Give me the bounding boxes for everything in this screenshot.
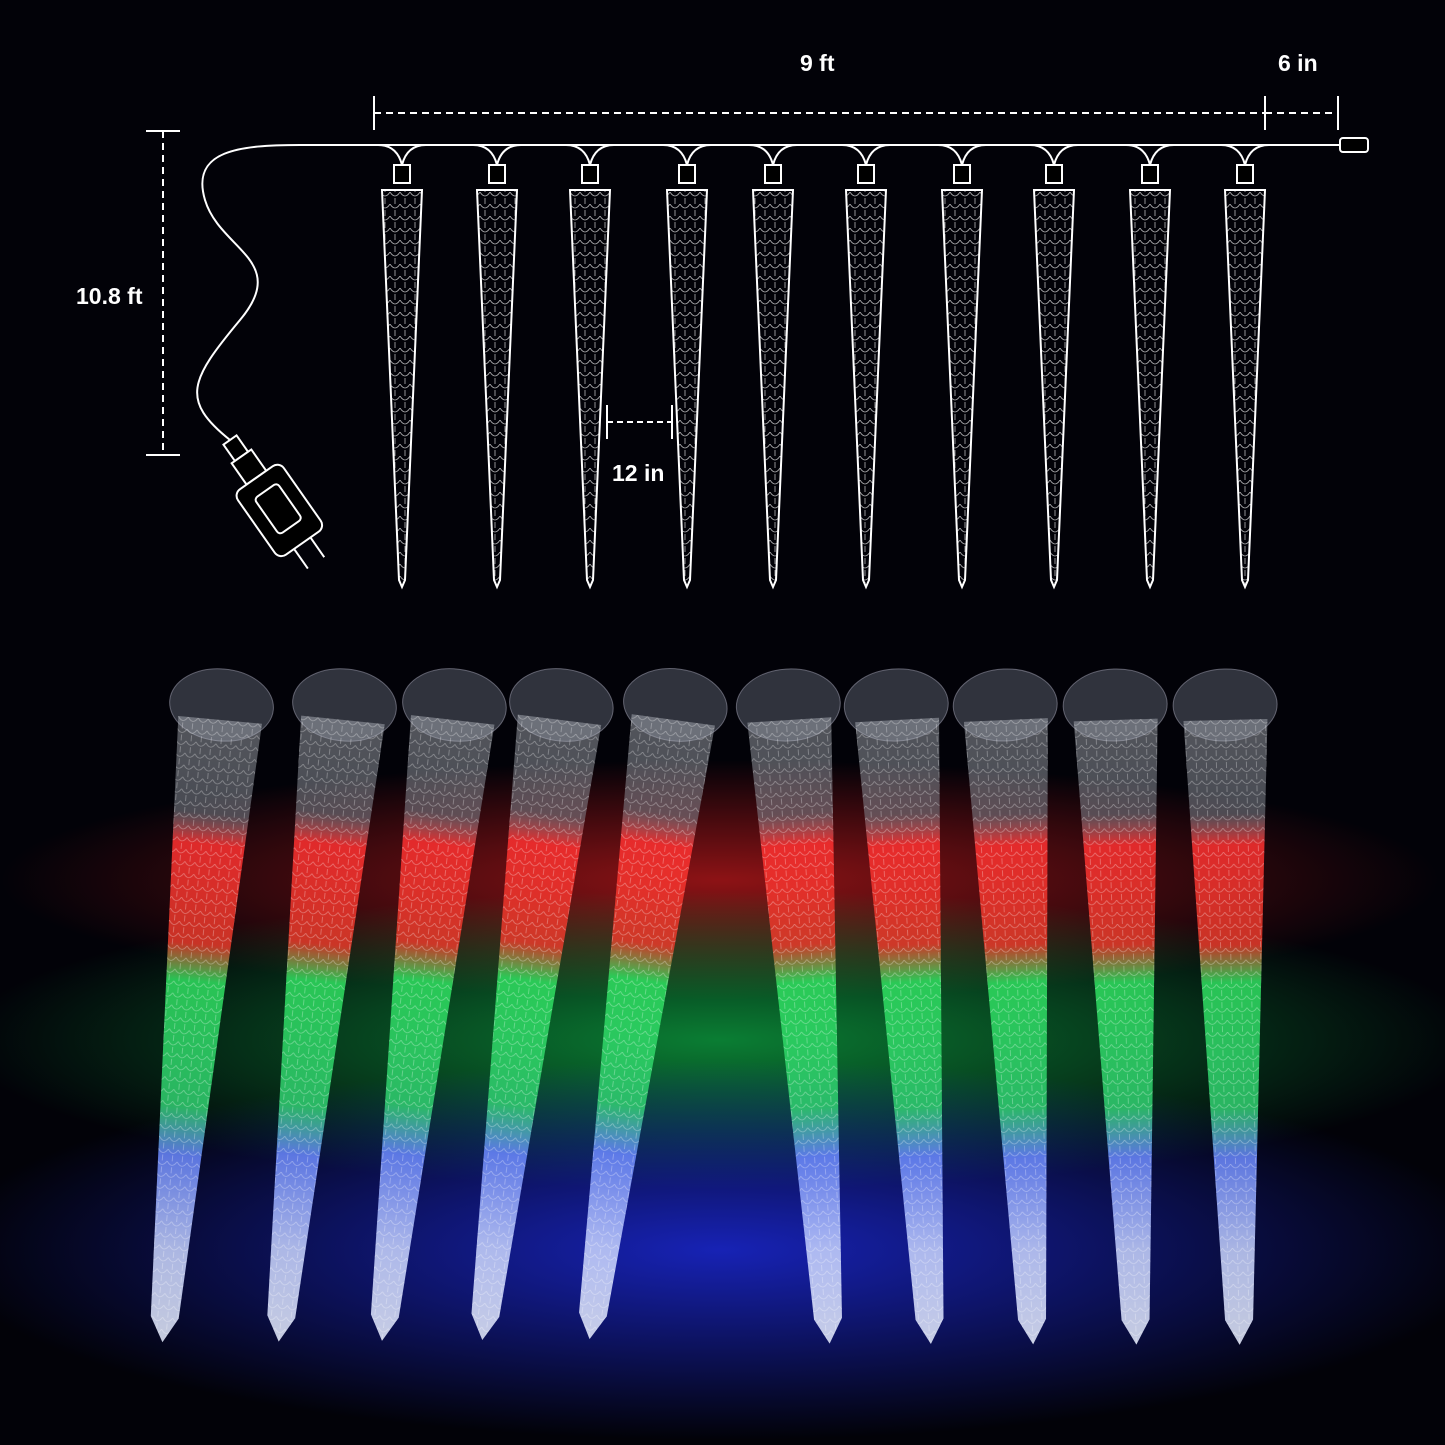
lit-icicle <box>952 668 1058 1345</box>
cord-length-label: 10.8 ft <box>76 283 143 309</box>
lit-icicle <box>1062 668 1168 1345</box>
power-adapter-icon <box>222 434 326 570</box>
icicle-diagram <box>748 144 798 590</box>
cable <box>196 137 1369 441</box>
lit-icicle <box>735 668 842 1344</box>
lit-icicle <box>267 668 397 1342</box>
icicle-diagram <box>662 144 712 590</box>
icicle-diagram <box>841 144 891 590</box>
icicle-diagram <box>377 144 427 590</box>
icicle-diagram <box>472 144 522 590</box>
lit-icicle <box>150 668 274 1343</box>
icicle-diagram <box>1220 144 1270 590</box>
width-label: 9 ft <box>800 50 835 76</box>
icicle-diagram-group <box>377 144 1270 590</box>
icicle-diagram <box>1029 144 1079 590</box>
icicle-diagram <box>565 144 615 590</box>
icicle-diagram <box>937 144 987 590</box>
lit-icicle <box>471 668 614 1341</box>
lit-icicle <box>1172 668 1278 1345</box>
lit-icicle <box>843 668 949 1345</box>
spacing-label: 12 in <box>612 460 665 486</box>
end-lead-label: 6 in <box>1278 50 1318 76</box>
end-connector-icon <box>1339 137 1369 153</box>
lit-icicle <box>579 668 728 1340</box>
lit-icicle <box>370 668 507 1341</box>
icicle-diagram <box>1125 144 1175 590</box>
dimension-lines <box>146 96 1339 456</box>
lit-icicle-photo-group <box>150 668 1278 1345</box>
light-glow-layer <box>0 760 1445 1440</box>
